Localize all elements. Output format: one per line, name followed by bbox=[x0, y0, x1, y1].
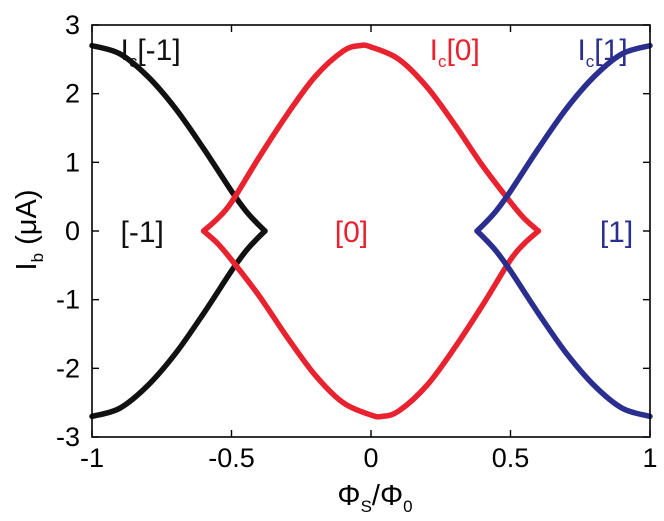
curve-annotation: Ic[-1] bbox=[120, 34, 180, 71]
x-tick-label: 0.5 bbox=[492, 443, 530, 473]
curve-annotation: [-1] bbox=[121, 216, 164, 249]
x-label-den-sub: 0 bbox=[403, 497, 412, 516]
y-tick-label: -1 bbox=[56, 285, 80, 315]
y-tick-label: -2 bbox=[56, 353, 80, 383]
curve-annotation: Ic[0] bbox=[430, 34, 480, 71]
x-tick-label: 1 bbox=[642, 443, 657, 473]
x-tick-label: -1 bbox=[80, 443, 104, 473]
x-label-base: Φ bbox=[337, 480, 360, 512]
y-label-unit: (μA) bbox=[11, 190, 43, 253]
y-tick-label: 3 bbox=[65, 10, 80, 40]
y-label-sub: b bbox=[28, 253, 47, 262]
y-tick-label: -3 bbox=[56, 422, 80, 452]
x-label-base-sub: S bbox=[361, 497, 372, 516]
series-line-2-segment-1 bbox=[474, 228, 653, 420]
curve-annotation: [0] bbox=[335, 216, 368, 249]
y-axis-label: Ib (μA) bbox=[11, 190, 47, 271]
series-curves bbox=[89, 42, 653, 420]
plot-frame bbox=[91, 24, 651, 438]
y-tick-label: 2 bbox=[65, 79, 80, 109]
x-tick-label: 0 bbox=[363, 443, 378, 473]
y-tick-label: 1 bbox=[65, 147, 80, 177]
x-tick-label: -0.5 bbox=[208, 443, 255, 473]
curve-annotation: [1] bbox=[600, 216, 633, 249]
series-line-2-segment-0 bbox=[474, 42, 653, 234]
x-axis-label: ΦS/Φ0 bbox=[337, 480, 412, 516]
axis-ticks: -1 -0.5 0 0.5 1 -3 -2 -1 0 1 2 3 bbox=[56, 10, 658, 473]
series-line-0-segment-0 bbox=[89, 42, 268, 234]
y-tick-label: 0 bbox=[65, 216, 80, 246]
y-label-base: I bbox=[11, 262, 43, 270]
curve-annotation: Ic[1] bbox=[577, 34, 627, 71]
series-line-1-segment-1 bbox=[200, 228, 542, 420]
series-line-1-segment-0 bbox=[200, 42, 542, 234]
curve-annotations: Ic[-1] Ic[0] Ic[1] [-1] [0] [1] bbox=[120, 34, 633, 249]
x-label-den: Φ bbox=[380, 480, 403, 512]
series-line-0-segment-1 bbox=[89, 228, 268, 420]
x-label-sep: / bbox=[372, 480, 381, 512]
